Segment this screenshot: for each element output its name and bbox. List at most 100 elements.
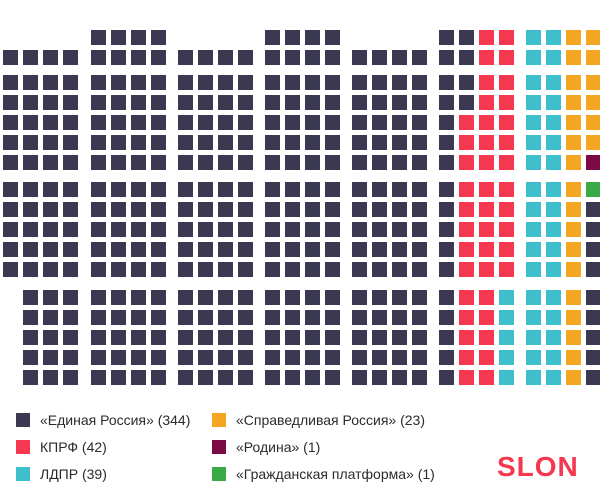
seat-единая-россия	[198, 310, 213, 325]
seat-единая-россия	[439, 135, 454, 150]
seat-единая-россия	[265, 182, 280, 197]
seat-кпрф	[479, 50, 494, 65]
seat-единая-россия	[111, 95, 126, 110]
seat-единая-россия	[285, 350, 300, 365]
seat-единая-россия	[439, 182, 454, 197]
seat-единая-россия	[459, 95, 474, 110]
seat-единая-россия	[218, 350, 233, 365]
seat-единая-россия	[265, 222, 280, 237]
seat-лдпр	[546, 330, 561, 345]
seat-единая-россия	[325, 310, 340, 325]
seat-единая-россия	[439, 30, 454, 45]
seat-единая-россия	[238, 135, 253, 150]
seat-единая-россия	[151, 370, 166, 385]
seat-единая-россия	[218, 50, 233, 65]
seat-кпрф	[459, 202, 474, 217]
seat-единая-россия	[198, 50, 213, 65]
seat-единая-россия	[238, 350, 253, 365]
seat-единая-россия	[372, 330, 387, 345]
seat-единая-россия	[305, 370, 320, 385]
seat-единая-россия	[218, 310, 233, 325]
seat-единая-россия	[218, 262, 233, 277]
seat-единая-россия	[3, 242, 18, 257]
seat-кпрф	[459, 155, 474, 170]
seat-единая-россия	[325, 135, 340, 150]
seat-единая-россия	[23, 370, 38, 385]
seat-единая-россия	[63, 115, 78, 130]
seat-кпрф	[479, 30, 494, 45]
seat-единая-россия	[352, 135, 367, 150]
seat-справедливая-россия	[566, 242, 581, 257]
legend-label-edinaya-rossiya: «Единая Россия» (344)	[40, 412, 191, 428]
seat-единая-россия	[392, 155, 407, 170]
seat-единая-россия	[265, 310, 280, 325]
seat-единая-россия	[285, 202, 300, 217]
seat-единая-россия	[305, 155, 320, 170]
legend-swatch-spravedlivaya-rossiya	[212, 413, 226, 427]
seat-единая-россия	[91, 202, 106, 217]
seat-единая-россия	[325, 155, 340, 170]
seat-единая-россия	[265, 135, 280, 150]
seat-единая-россия	[352, 202, 367, 217]
seat-единая-россия	[43, 182, 58, 197]
seat-единая-россия	[43, 350, 58, 365]
seat-единая-россия	[131, 135, 146, 150]
seat-единая-россия	[392, 370, 407, 385]
seat-единая-россия	[325, 50, 340, 65]
seat-кпрф	[459, 370, 474, 385]
seat-единая-россия	[178, 222, 193, 237]
seat-единая-россия	[111, 75, 126, 90]
seat-справедливая-россия	[566, 202, 581, 217]
seat-единая-россия	[586, 202, 600, 217]
seat-кпрф	[499, 202, 514, 217]
seat-единая-россия	[392, 95, 407, 110]
seat-единая-россия	[372, 182, 387, 197]
seat-лдпр	[526, 350, 541, 365]
seat-единая-россия	[352, 115, 367, 130]
seat-единая-россия	[412, 135, 427, 150]
seat-единая-россия	[238, 202, 253, 217]
seat-единая-россия	[285, 30, 300, 45]
seat-единая-россия	[352, 370, 367, 385]
seat-лдпр	[499, 290, 514, 305]
seat-единая-россия	[178, 155, 193, 170]
seat-единая-россия	[3, 95, 18, 110]
seat-единая-россия	[151, 290, 166, 305]
seat-единая-россия	[372, 310, 387, 325]
seat-лдпр	[526, 310, 541, 325]
seat-лдпр	[526, 135, 541, 150]
seat-единая-россия	[439, 310, 454, 325]
seat-единая-россия	[392, 75, 407, 90]
seat-единая-россия	[151, 50, 166, 65]
seat-лдпр	[546, 95, 561, 110]
seat-единая-россия	[63, 182, 78, 197]
seat-лдпр	[546, 242, 561, 257]
seat-лдпр	[526, 50, 541, 65]
seat-единая-россия	[372, 350, 387, 365]
seat-справедливая-россия	[586, 50, 600, 65]
seat-единая-россия	[43, 310, 58, 325]
seat-единая-россия	[218, 290, 233, 305]
seat-кпрф	[459, 115, 474, 130]
seat-единая-россия	[111, 370, 126, 385]
seat-единая-россия	[218, 222, 233, 237]
seat-единая-россия	[238, 310, 253, 325]
seat-единая-россия	[305, 330, 320, 345]
seat-единая-россия	[412, 50, 427, 65]
seat-кпрф	[499, 242, 514, 257]
seat-единая-россия	[198, 262, 213, 277]
seat-единая-россия	[325, 242, 340, 257]
seat-единая-россия	[23, 222, 38, 237]
seat-единая-россия	[238, 262, 253, 277]
seat-единая-россия	[131, 50, 146, 65]
seat-лдпр	[546, 30, 561, 45]
seat-единая-россия	[586, 262, 600, 277]
seat-единая-россия	[285, 182, 300, 197]
seat-единая-россия	[325, 115, 340, 130]
seat-единая-россия	[131, 30, 146, 45]
legend-swatch-rodina	[212, 440, 226, 454]
seat-единая-россия	[91, 115, 106, 130]
seat-единая-россия	[305, 95, 320, 110]
seat-кпрф	[479, 115, 494, 130]
seat-единая-россия	[43, 155, 58, 170]
